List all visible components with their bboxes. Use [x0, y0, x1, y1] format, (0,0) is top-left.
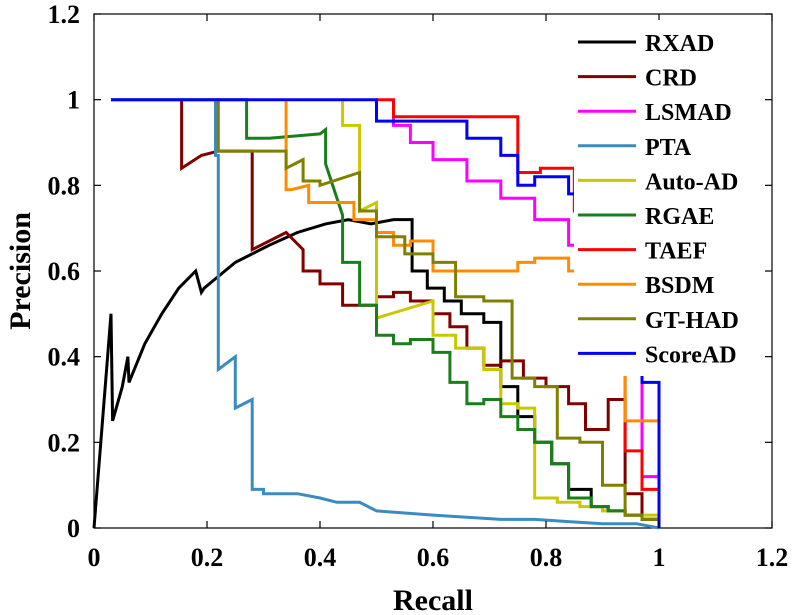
legend-label: BSDM: [645, 273, 714, 299]
legend-label: TAEF: [645, 239, 707, 265]
x-tick-label: 0.8: [530, 543, 563, 572]
y-tick-label: 0.2: [48, 428, 81, 457]
legend: RXAD CRD LSMAD PTA Auto-AD RGAE TAEF BSDM GT-HAD…: [574, 20, 764, 376]
series-line-pta: [214, 99, 660, 530]
legend-label: PTA: [645, 135, 692, 161]
series-layer: [92, 98, 661, 530]
y-tick-label: 0.4: [48, 343, 81, 372]
legend-label: GT-HAD: [645, 308, 739, 334]
y-axis-ticks: 0 0.2 0.4 0.6 0.8 1 1.2: [48, 0, 772, 543]
x-tick-label: 0.4: [304, 543, 337, 572]
x-tick-label: 0.2: [191, 543, 224, 572]
y-tick-label: 0: [67, 514, 80, 543]
legend-label: Auto-AD: [645, 169, 738, 195]
x-tick-label: 0: [88, 543, 101, 572]
x-tick-label: 1.2: [756, 543, 789, 572]
y-tick-label: 0.8: [48, 171, 81, 200]
x-tick-label: 0.6: [417, 543, 450, 572]
x-tick-label: 1: [653, 543, 666, 572]
series-line-crd: [180, 99, 661, 528]
series-line-rgae: [111, 98, 661, 528]
legend-label: RXAD: [645, 31, 714, 57]
x-axis-ticks: 0 0.2 0.4 0.6 0.8 1 1.2: [88, 14, 789, 572]
legend-label: ScoreAD: [645, 342, 737, 368]
y-tick-label: 0.6: [48, 257, 81, 286]
y-tick-label: 1: [67, 86, 80, 115]
series-line-auto-ad: [341, 99, 661, 528]
legend-label: CRD: [645, 66, 697, 92]
legend-label: LSMAD: [645, 100, 732, 126]
y-tick-label: 1.2: [48, 0, 81, 29]
y-axis-label: Precision: [4, 212, 37, 330]
x-axis-label: Recall: [393, 584, 473, 615]
legend-background: [574, 20, 764, 376]
legend-label: RGAE: [645, 204, 714, 230]
series-line-gt-had: [216, 99, 661, 528]
